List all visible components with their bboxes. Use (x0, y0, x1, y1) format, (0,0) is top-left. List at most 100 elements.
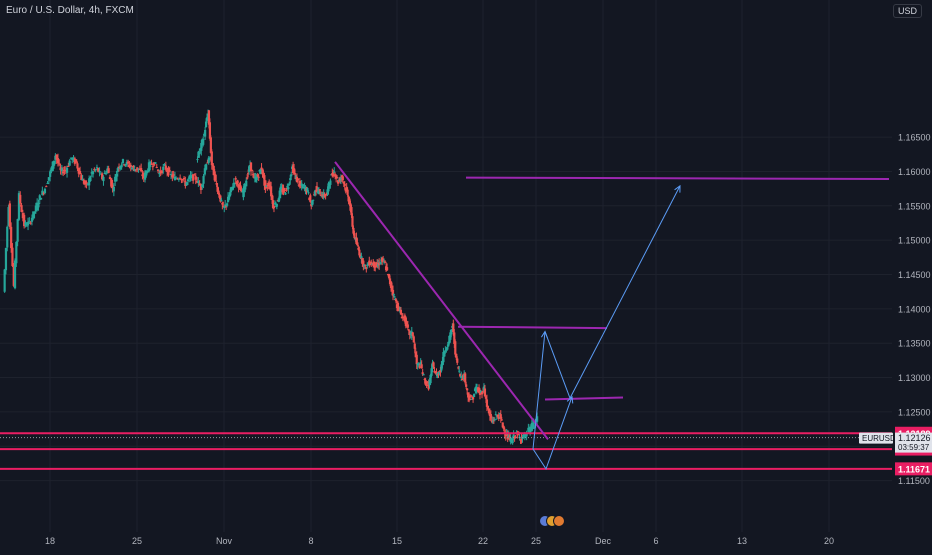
tradingview-logo-icon (539, 515, 565, 527)
resistance-line (457, 325, 608, 330)
candle-body (16, 219, 19, 242)
candle-body (167, 167, 170, 176)
currency-button[interactable]: USD (892, 4, 922, 18)
candle-body (514, 435, 517, 437)
candle-body (211, 163, 214, 167)
candle-body (189, 175, 192, 179)
candle-body (236, 180, 239, 184)
candle-body (180, 178, 183, 181)
candle-body (411, 332, 414, 336)
candle-body (358, 249, 361, 256)
candle-body (175, 178, 178, 180)
candle-body (164, 165, 167, 170)
candle-body (233, 183, 236, 185)
candle-body (379, 263, 382, 265)
candle-body (456, 358, 459, 363)
candle-body (163, 164, 166, 166)
candle-body (140, 168, 143, 172)
candle-body (242, 190, 245, 198)
candle-body (85, 182, 88, 184)
candle-body (421, 372, 424, 375)
candle-body (56, 158, 60, 164)
candle-body (419, 362, 422, 365)
candle-body (341, 176, 344, 181)
candle-body (392, 294, 396, 296)
candle-body (496, 414, 499, 417)
candle-body (169, 173, 173, 176)
candle-body (271, 200, 275, 209)
symbol-tag: EURUSD (862, 434, 896, 443)
candle-body (59, 167, 62, 171)
candle-body (485, 399, 489, 407)
candle-body (256, 174, 259, 177)
candle-body (324, 195, 327, 197)
candle-body (102, 176, 105, 182)
candle-body (425, 384, 428, 386)
candle-body (501, 422, 504, 428)
candle-body (519, 439, 522, 441)
y-tick-label: 1.15500 (898, 201, 931, 211)
candle-body (484, 396, 488, 399)
candle-body (300, 183, 303, 186)
candle-body (318, 189, 321, 191)
candle-body (130, 167, 134, 170)
candle-body (206, 162, 209, 164)
candle-body (216, 186, 219, 192)
candle-body (446, 346, 449, 350)
candle-body (417, 363, 420, 366)
candle-body (21, 213, 24, 219)
candle-body (264, 180, 267, 189)
candle-body (90, 172, 93, 174)
candle-body (364, 265, 367, 267)
candle-body (357, 247, 360, 250)
candle-body (370, 261, 373, 265)
candle-body (350, 207, 353, 216)
candle-body (523, 432, 526, 438)
candle-body (78, 171, 82, 175)
chart-title[interactable]: Euro / U.S. Dollar, 4h, FXCM (6, 5, 134, 16)
candle-body (67, 166, 70, 168)
candle-body (171, 174, 174, 178)
candle-body (141, 174, 144, 177)
y-tick-label: 1.15000 (898, 236, 931, 246)
candle-body (58, 163, 61, 165)
candle-body (314, 190, 318, 192)
candle-body (231, 186, 234, 190)
candle-body (62, 171, 65, 174)
candle-body (136, 167, 139, 170)
candle-body (312, 199, 315, 201)
candle-body (427, 382, 430, 390)
candle-body (444, 350, 447, 352)
candle-body (453, 332, 456, 344)
candle-body (277, 198, 280, 202)
candle-body (445, 349, 448, 351)
candle-body (209, 137, 212, 153)
candle-body (200, 143, 203, 151)
candle-body (342, 182, 345, 184)
candle-body (348, 198, 351, 205)
y-tick-label: 1.14500 (898, 270, 931, 280)
candle-body (142, 173, 145, 179)
candle-body (80, 175, 83, 181)
candle-body (307, 192, 310, 194)
candle-body (212, 165, 215, 176)
candle-body (346, 189, 349, 195)
candle-body (301, 185, 304, 189)
candle-body (71, 158, 74, 160)
candle-body (12, 266, 15, 286)
candle-body (497, 416, 500, 419)
candle-body (194, 176, 197, 180)
projection-path-alt (532, 396, 573, 471)
candle-body (400, 316, 404, 319)
x-tick-label: 18 (45, 536, 55, 546)
candle-body (42, 192, 45, 194)
candle-body (220, 199, 223, 201)
candle-body (283, 190, 286, 192)
candle-body (388, 278, 392, 285)
candle-body (60, 168, 63, 172)
candle-body (124, 164, 127, 166)
level-price-label: 1.11671 (898, 464, 930, 474)
candle-body (247, 172, 250, 174)
